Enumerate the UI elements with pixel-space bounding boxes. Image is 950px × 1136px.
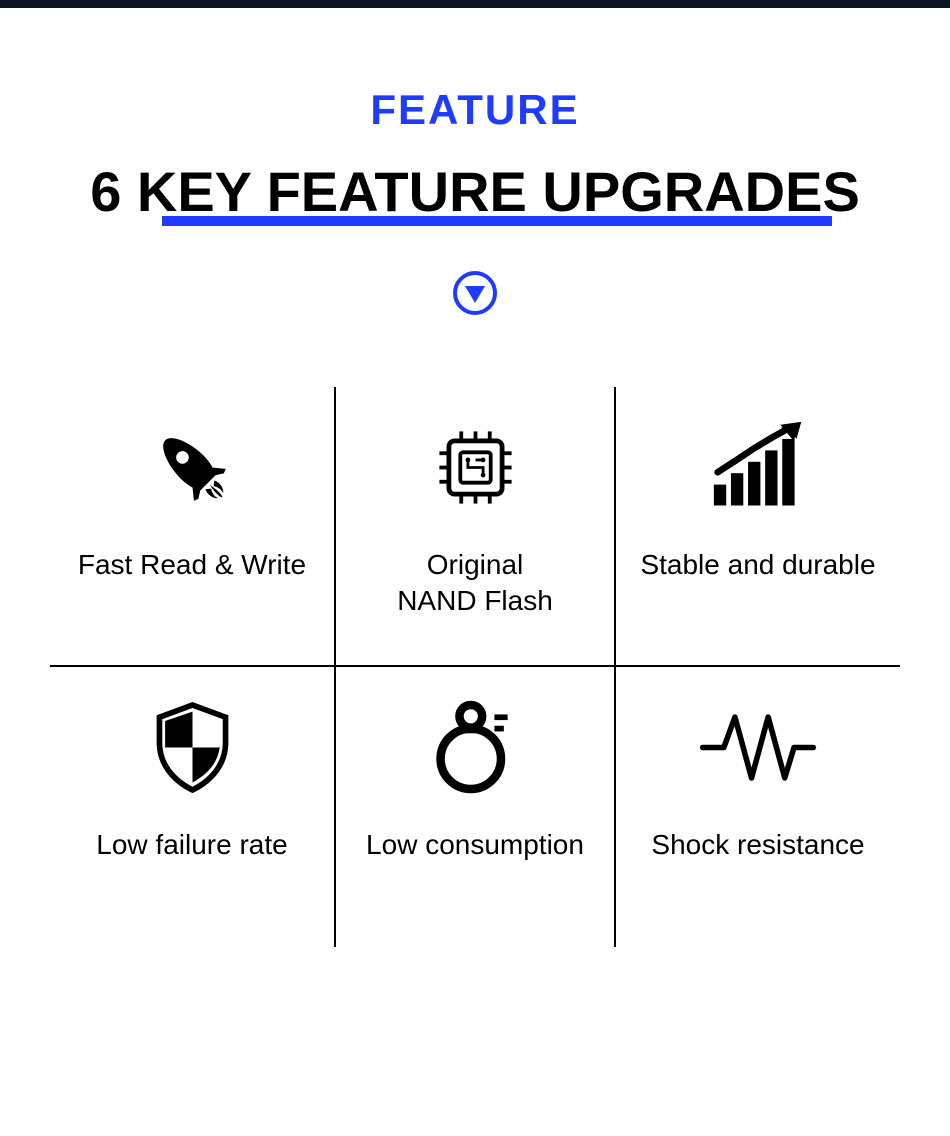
rocket-icon [147,407,237,527]
feature-cell: Shock resistance [616,667,900,947]
feature-label: FEATURE [0,86,950,134]
shield-icon [150,687,235,807]
feature-label-text: Stable and durable [630,547,885,583]
wave-icon [698,687,818,807]
feature-cell: Low failure rate [50,667,334,947]
gauge-icon [433,687,518,807]
arrow-down-icon [451,269,499,317]
feature-label-text: OriginalNAND Flash [387,547,563,620]
top-bar [0,0,950,16]
feature-label-text: Low consumption [356,827,594,863]
feature-label-text: Low failure rate [86,827,297,863]
feature-grid: Fast Read & Write OriginalNAND Flash [50,387,900,947]
feature-cell: Low consumption [334,667,616,947]
chip-icon [428,407,523,527]
title-text: 6 KEY FEATURE UPGRADES [90,160,860,223]
feature-cell: OriginalNAND Flash [334,387,616,667]
chart-icon [706,407,811,527]
feature-label-text: Fast Read & Write [68,547,316,583]
feature-cell: Stable and durable [616,387,900,667]
feature-label-text: Shock resistance [641,827,874,863]
feature-cell: Fast Read & Write [50,387,334,667]
page-title: 6 KEY FEATURE UPGRADES [90,159,860,224]
header: FEATURE 6 KEY FEATURE UPGRADES [0,16,950,317]
